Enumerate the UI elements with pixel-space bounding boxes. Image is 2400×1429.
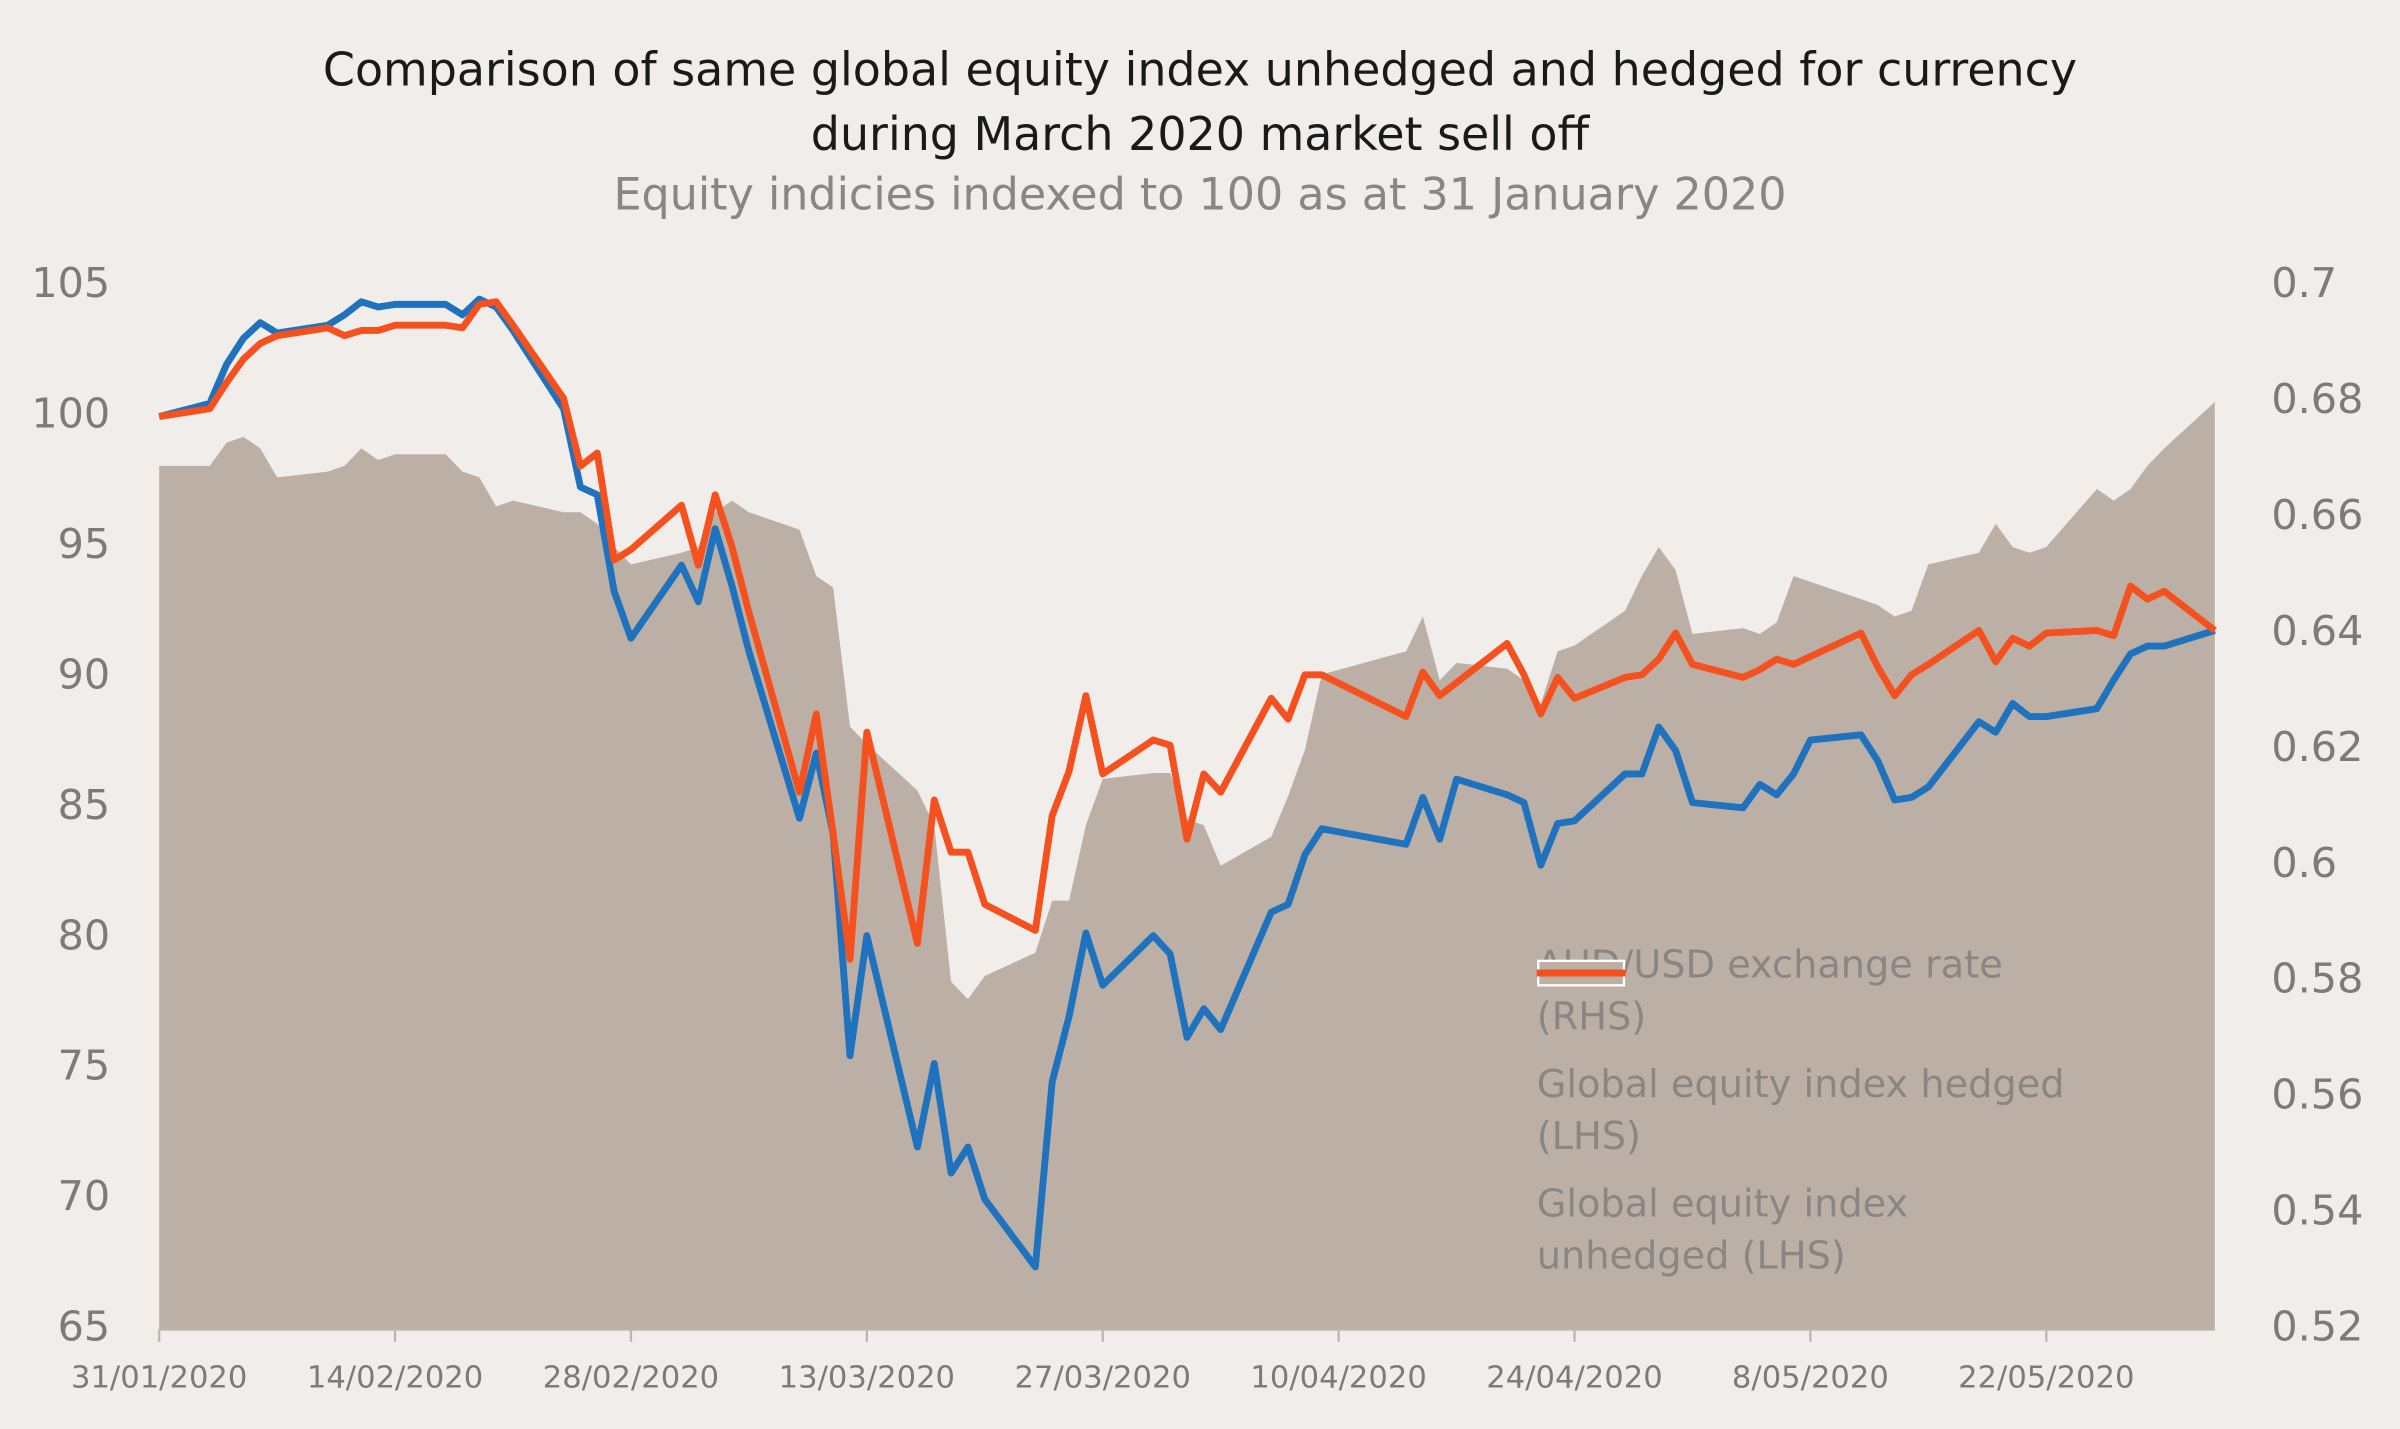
y-tick-label: 80	[58, 911, 111, 959]
y2-tick-label: 0.66	[2271, 491, 2363, 539]
line	[158, 298, 2217, 963]
x-tick-label: 24/04/2020	[1486, 1361, 1662, 1396]
y-tick-label: 105	[31, 259, 110, 307]
y-tick-label: 95	[58, 520, 111, 568]
y2-tick-label: 0.64	[2271, 607, 2363, 655]
y-tick-label: 85	[58, 781, 111, 829]
x-tick-label: 22/05/2020	[1958, 1361, 2134, 1396]
x-tick-label: 8/05/2020	[1732, 1361, 1889, 1396]
legend-swatch	[1536, 969, 1626, 977]
x-tick-label: 10/04/2020	[1250, 1361, 1426, 1396]
area	[159, 402, 2215, 1330]
y2-tick-label: 0.7	[2271, 259, 2337, 307]
y2-tick-label: 0.58	[2271, 955, 2363, 1003]
x-tick-label: 27/03/2020	[1015, 1361, 1191, 1396]
x-tick-label: 14/02/2020	[307, 1361, 483, 1396]
x-tick-label: 13/03/2020	[779, 1361, 955, 1396]
x-tick-label: 31/01/2020	[71, 1361, 247, 1396]
chart-subtitle: Equity indicies indexed to 100 as at 31 …	[613, 168, 1787, 221]
legend-item: Global equity index hedged (LHS)	[1536, 969, 2210, 1163]
y-tick-label: 65	[58, 1303, 111, 1351]
y2-tick-label: 0.54	[2271, 1187, 2363, 1235]
y2-tick-label: 0.68	[2271, 375, 2363, 423]
legend: AUD/USD exchange rate (RHS) Global equity…	[1536, 939, 2210, 1297]
y2-tick-label: 0.62	[2271, 723, 2363, 771]
x-tick-label: 28/02/2020	[543, 1361, 719, 1396]
y2-tick-label: 0.56	[2271, 1071, 2363, 1119]
y-tick-label: 75	[58, 1042, 111, 1090]
legend-label: AUD/USD exchange rate (RHS)	[1536, 942, 2003, 1039]
y-tick-label: 70	[58, 1172, 111, 1220]
y-tick-label: 100	[31, 390, 110, 438]
legend-item: Global equity index unhedged (LHS)	[1536, 969, 2210, 1282]
legend-label: Global equity index unhedged (LHS)	[1536, 1181, 1909, 1278]
chart-title: Comparison of same global equity index u…	[322, 44, 2078, 163]
legend-label: Global equity index hedged (LHS)	[1536, 1061, 2065, 1159]
y2-tick-label: 0.52	[2271, 1303, 2363, 1351]
legend-item: AUD/USD exchange rate (RHS)	[1537, 939, 2210, 1043]
y-tick-label: 90	[58, 650, 111, 698]
y2-tick-label: 0.6	[2271, 839, 2337, 887]
